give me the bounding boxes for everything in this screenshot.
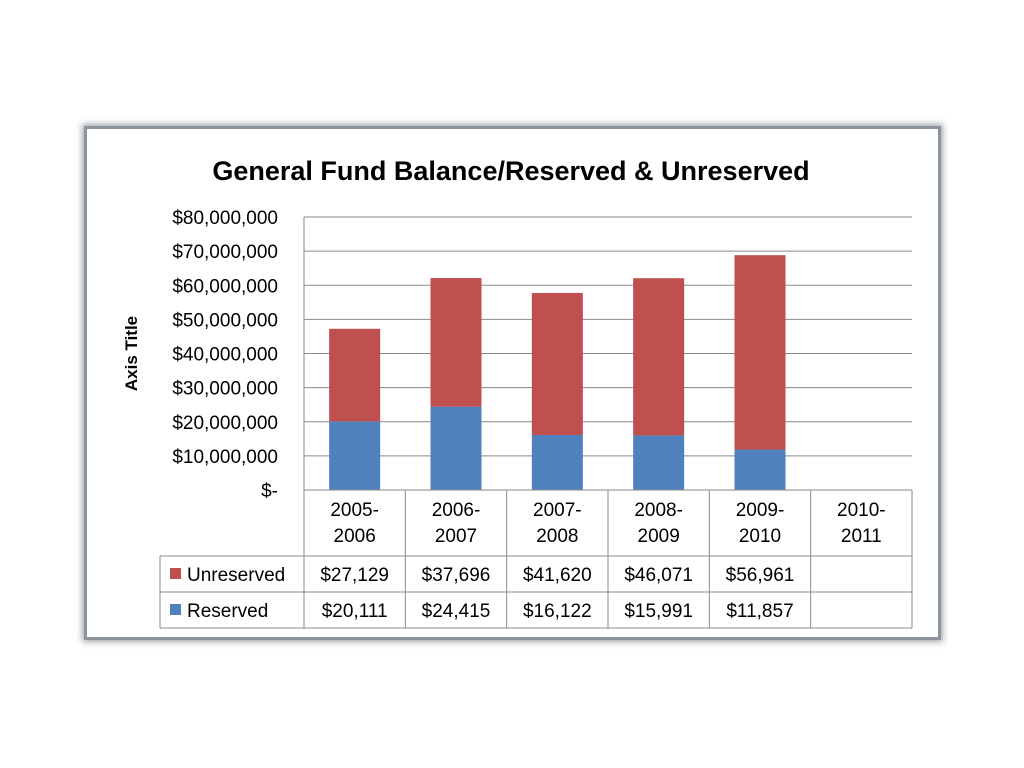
- stacked-bar-chart: General Fund Balance/Reserved & Unreserv…: [122, 156, 913, 629]
- data-table-value: $56,961: [726, 565, 795, 586]
- bar-reserved: [734, 449, 786, 490]
- y-tick-label: $-: [261, 481, 278, 502]
- chart-title: General Fund Balance/Reserved & Unreserv…: [212, 156, 809, 186]
- y-axis-title: Axis Title: [122, 316, 141, 391]
- bar-unreserved: [329, 328, 381, 422]
- y-tick-label: $60,000,000: [172, 276, 278, 297]
- x-tick-label: 2006-: [432, 500, 481, 521]
- bar-unreserved: [430, 278, 482, 407]
- y-tick-label: $70,000,000: [172, 242, 278, 263]
- data-table-value: $37,696: [422, 565, 491, 586]
- x-tick-label: 2005-: [330, 500, 379, 521]
- legend-label: Reserved: [187, 601, 268, 622]
- data-table-value: $16,122: [523, 601, 592, 622]
- data-table-value: $15,991: [624, 601, 693, 622]
- data-table-value: $11,857: [726, 601, 793, 622]
- legend-label: Unreserved: [187, 565, 285, 586]
- x-tick-label: 2011: [841, 526, 882, 547]
- x-tick-label: 2010: [739, 526, 781, 547]
- y-tick-label: $10,000,000: [172, 447, 278, 468]
- y-tick-label: $20,000,000: [172, 413, 278, 434]
- data-table-value: $46,071: [624, 565, 693, 586]
- data-table-value: $27,129: [320, 565, 389, 586]
- y-tick-label: $50,000,000: [172, 310, 278, 331]
- y-tick-label: $30,000,000: [172, 379, 278, 400]
- x-tick-label: 2009-: [736, 500, 785, 521]
- y-tick-label: $80,000,000: [172, 208, 278, 229]
- bar-unreserved: [531, 292, 583, 435]
- bar-reserved: [329, 421, 381, 490]
- bar-reserved: [531, 434, 583, 490]
- chart-frame: General Fund Balance/Reserved & Unreserv…: [84, 126, 941, 640]
- x-tick-label: 2009: [638, 526, 680, 547]
- x-tick-label: 2007-: [533, 500, 582, 521]
- x-tick-label: 2007: [435, 526, 477, 547]
- data-table-value: $24,415: [422, 601, 491, 622]
- x-tick-label: 2008-: [634, 500, 683, 521]
- bar-reserved: [633, 435, 685, 490]
- y-tick-label: $40,000,000: [172, 345, 278, 366]
- bar-reserved: [430, 406, 482, 490]
- x-tick-label: 2008: [536, 526, 578, 547]
- x-tick-label: 2006: [334, 526, 376, 547]
- legend-key-unreserved: [170, 568, 181, 579]
- bar-unreserved: [633, 278, 685, 436]
- data-table-value: $20,111: [322, 601, 388, 622]
- data-table-value: $41,620: [523, 565, 592, 586]
- bar-unreserved: [734, 255, 786, 450]
- x-tick-label: 2010-: [837, 500, 886, 521]
- legend-key-reserved: [170, 604, 181, 615]
